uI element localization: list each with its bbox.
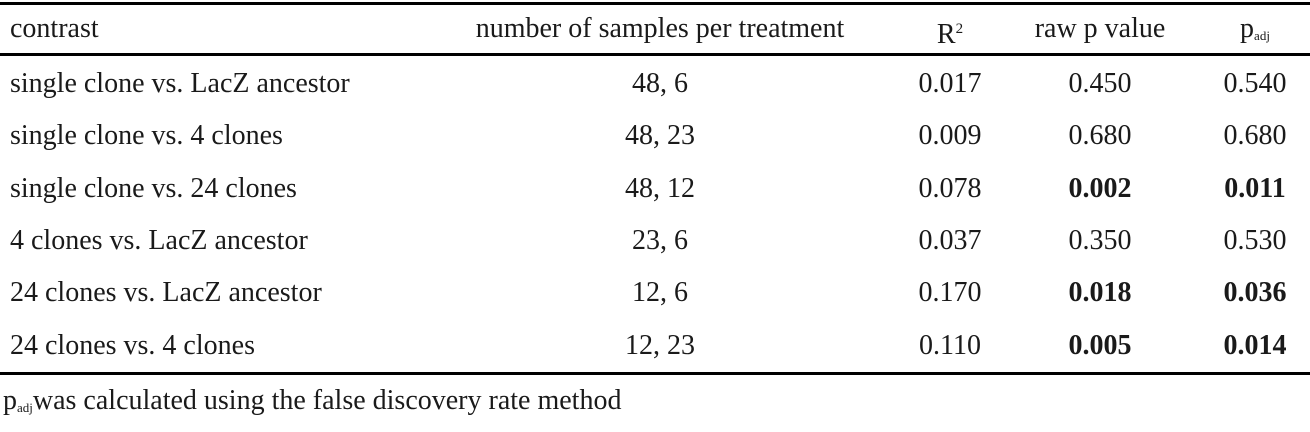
cell-r2: 0.170 (918, 277, 982, 309)
header-r2-base: R (936, 19, 956, 50)
cell-padj: 0.530 (1223, 224, 1287, 256)
cell-samples: 23, 6 (632, 224, 688, 256)
cell-contrast: single clone vs. 4 clones (10, 120, 283, 152)
cell-samples: 48, 12 (625, 172, 695, 204)
cell-r2: 0.110 (919, 329, 981, 361)
header-r2-sup: 2 (955, 21, 964, 37)
cell-r2: 0.017 (918, 68, 982, 99)
cell-padj: 0.036 (1223, 277, 1287, 309)
table-row: single clone vs. 24 clones 48, 12 0.078 0.0… (0, 163, 1310, 215)
cell-samples: 12, 6 (632, 277, 688, 309)
header-contrast: contrast (10, 13, 99, 44)
header-r2: R2 (900, 3, 1000, 55)
cell-r2: 0.037 (918, 224, 982, 256)
cell-contrast: single clone vs. LacZ ancestor (10, 68, 350, 99)
cell-raw-p: 0.005 (1068, 329, 1132, 361)
cell-raw-p: 0.018 (1068, 277, 1132, 309)
header-padj: padj (1205, 3, 1305, 55)
cell-samples: 48, 23 (625, 120, 695, 152)
table-row: single clone vs. 4 clones 48, 23 0.009 0.68… (0, 110, 1310, 162)
table-row: single clone vs. LacZ ancestor 48, 6 0.017… (0, 58, 1310, 110)
cell-padj: 0.014 (1223, 329, 1287, 361)
cell-raw-p: 0.680 (1068, 120, 1132, 152)
cell-samples: 48, 6 (632, 68, 688, 99)
cell-r2: 0.078 (918, 172, 982, 204)
table-top-rule (0, 2, 1310, 5)
cell-r2: 0.009 (918, 120, 982, 152)
footnote-text: was calculated using the false discovery… (32, 385, 622, 416)
footnote-padj-base: p (3, 385, 17, 416)
table-header-rule (0, 53, 1310, 56)
footnote-padj-sub: adj (17, 400, 33, 415)
cell-contrast: 24 clones vs. 4 clones (10, 329, 255, 361)
header-padj-base: p (1240, 13, 1255, 44)
header-padj-sub: adj (1254, 28, 1270, 43)
table-row: 24 clones vs. 4 clones 12, 23 0.110 0.005 0.… (0, 320, 1310, 372)
cell-contrast: 4 clones vs. LacZ ancestor (10, 224, 308, 256)
cell-contrast: single clone vs. 24 clones (10, 172, 297, 204)
header-samples: number of samples per treatment (475, 13, 845, 44)
cell-padj: 0.011 (1224, 172, 1286, 204)
table-bottom-rule (0, 372, 1310, 375)
table-header-row: contrast number of samples per treatment… (0, 3, 1310, 55)
cell-samples: 12, 23 (625, 329, 695, 361)
cell-raw-p: 0.002 (1068, 172, 1132, 204)
cell-padj: 0.680 (1223, 120, 1287, 152)
cell-raw-p: 0.450 (1068, 68, 1132, 99)
cell-raw-p: 0.350 (1068, 224, 1132, 256)
table-row: 24 clones vs. LacZ ancestor 12, 6 0.170 0.0… (0, 267, 1310, 319)
table-row: 4 clones vs. LacZ ancestor 23, 6 0.037 0.35… (0, 215, 1310, 267)
cell-padj: 0.540 (1223, 68, 1287, 99)
cell-contrast: 24 clones vs. LacZ ancestor (10, 277, 322, 309)
header-raw-p: raw p value (1034, 13, 1166, 44)
table-footnote: padjwas calculated using the false disco… (3, 377, 621, 432)
